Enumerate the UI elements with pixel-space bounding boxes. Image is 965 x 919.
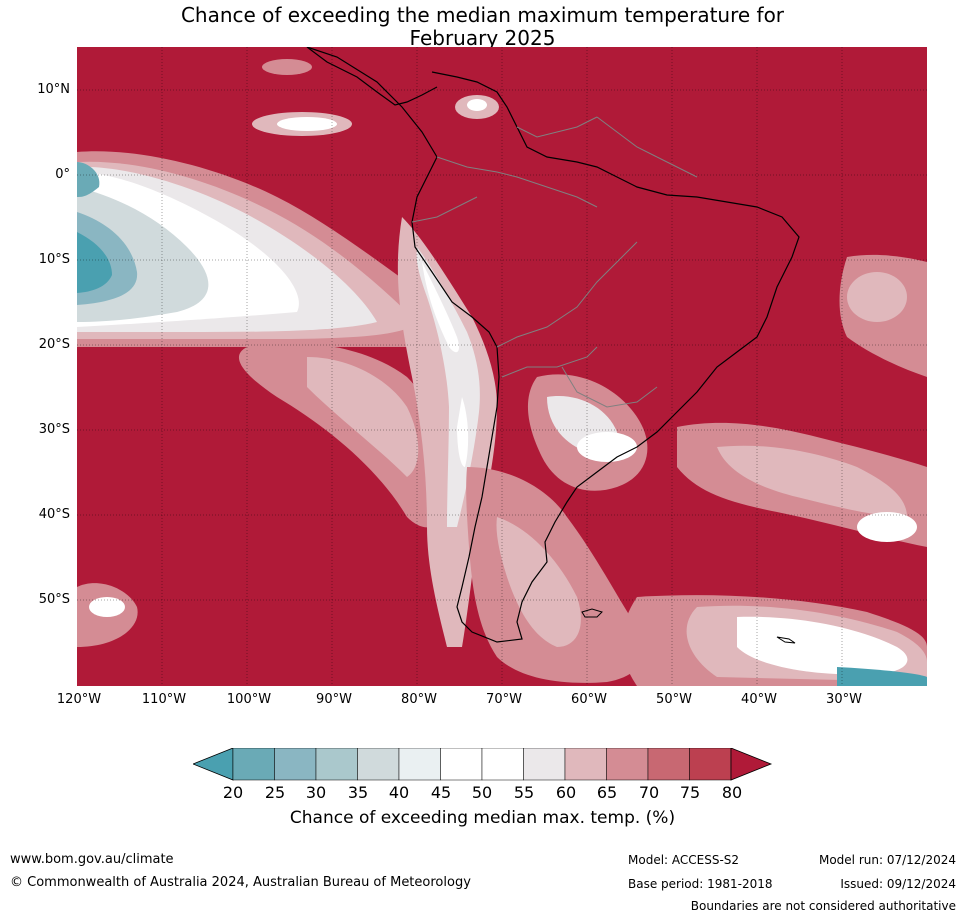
lon-label-110w: 110°W bbox=[141, 692, 187, 707]
colorbar-arrow-high bbox=[730, 747, 773, 781]
colorbar-tick: 80 bbox=[721, 783, 743, 802]
lon-label-100w: 100°W bbox=[226, 692, 272, 707]
lat-label-50s: 50°S bbox=[38, 592, 70, 607]
lon-label-40w: 40°W bbox=[741, 692, 777, 707]
lat-label-30s: 30°S bbox=[38, 422, 70, 437]
title-line-2: February 2025 bbox=[409, 26, 556, 50]
colorbar-segment bbox=[357, 747, 400, 781]
lat-label-10n: 10°N bbox=[37, 82, 70, 97]
central-pacific-band bbox=[238, 343, 447, 528]
colorbar-tick: 40 bbox=[388, 783, 410, 802]
disclaimer-text: Boundaries are not considered authoritat… bbox=[690, 899, 956, 913]
lon-label-50w: 50°W bbox=[656, 692, 692, 707]
graticule bbox=[77, 47, 927, 686]
lat-label-40s: 40°S bbox=[38, 507, 70, 522]
colorbar-tick: 70 bbox=[638, 783, 660, 802]
colorbar-tick: 30 bbox=[305, 783, 327, 802]
lon-label-120w: 120°W bbox=[56, 692, 102, 707]
colorbar-segment bbox=[440, 747, 483, 781]
title-line-1: Chance of exceeding the median maximum t… bbox=[180, 3, 785, 27]
colorbar-tick: 55 bbox=[513, 783, 535, 802]
colorbar-segment bbox=[398, 747, 441, 781]
colorbar-tick: 20 bbox=[222, 783, 244, 802]
colorbar-segment bbox=[481, 747, 524, 781]
colorbar-segment bbox=[232, 747, 275, 781]
lon-label-80w: 80°W bbox=[401, 692, 437, 707]
colorbar-segment bbox=[523, 747, 566, 781]
colorbar-tick: 45 bbox=[430, 783, 452, 802]
colorbar-tick: 65 bbox=[596, 783, 618, 802]
south-america-coastline bbox=[306, 47, 800, 643]
model-run-text: Model run: 07/12/2024 bbox=[818, 853, 956, 867]
colorbar bbox=[191, 747, 773, 785]
colorbar-segment bbox=[647, 747, 690, 781]
probability-map bbox=[77, 47, 927, 686]
base-period-text: Base period: 1981-2018 bbox=[628, 877, 773, 891]
country-borders bbox=[411, 116, 698, 408]
colorbar-tick: 50 bbox=[471, 783, 493, 802]
colorbar-segment bbox=[274, 747, 317, 781]
map-title: Chance of exceeding the median maximum t… bbox=[0, 4, 965, 50]
lat-label-10s: 10°S bbox=[38, 252, 70, 267]
lat-label-20s: 20°S bbox=[38, 337, 70, 352]
lon-label-90w: 90°W bbox=[316, 692, 352, 707]
model-text: Model: ACCESS-S2 bbox=[628, 853, 740, 867]
colorbar-arrow-low bbox=[191, 747, 234, 781]
south-atlantic-anomaly bbox=[466, 467, 927, 686]
colorbar-segment bbox=[606, 747, 649, 781]
colorbar-segment bbox=[689, 747, 732, 781]
colorbar-tick: 35 bbox=[347, 783, 369, 802]
colorbar-tick: 25 bbox=[264, 783, 286, 802]
website-link[interactable]: www.bom.gov.au/climate bbox=[10, 852, 174, 867]
colorbar-label: Chance of exceeding median max. temp. (%… bbox=[289, 808, 676, 828]
colorbar-segment bbox=[315, 747, 358, 781]
lon-label-60w: 60°W bbox=[571, 692, 607, 707]
lon-label-30w: 30°W bbox=[826, 692, 862, 707]
copyright-text: © Commonwealth of Australia 2024, Austra… bbox=[10, 875, 471, 890]
lat-label-0: 0° bbox=[55, 167, 70, 182]
colorbar-tick: 75 bbox=[679, 783, 701, 802]
colorbar-tick: 60 bbox=[555, 783, 577, 802]
issued-text: Issued: 09/12/2024 bbox=[840, 877, 956, 891]
colorbar-segment bbox=[564, 747, 607, 781]
lon-label-70w: 70°W bbox=[486, 692, 522, 707]
